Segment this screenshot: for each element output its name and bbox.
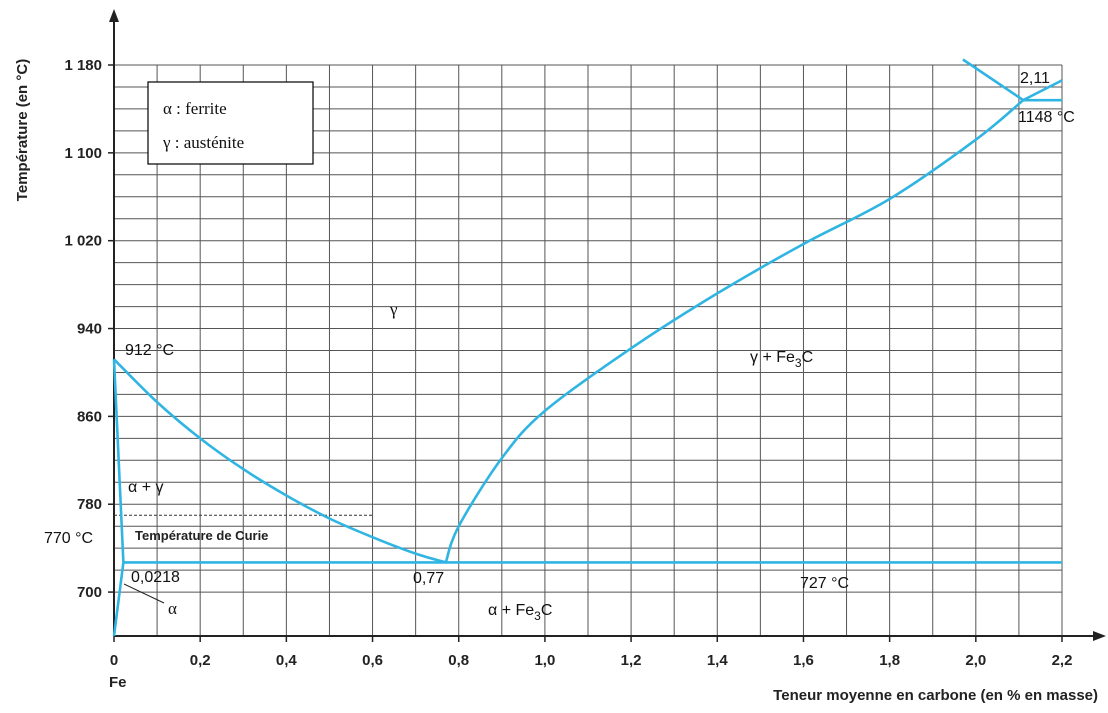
y-tick-label: 1 180 (64, 57, 102, 74)
phase-boundary-line (1022, 79, 1063, 102)
x-tick-label: 0,8 (448, 652, 469, 669)
x-tick-label: 1,4 (707, 652, 729, 669)
alpha-pointer-line (123, 583, 165, 604)
x-axis-arrow (1093, 631, 1106, 641)
x-tick-label: 0,4 (276, 652, 298, 669)
label-gamma-fe3c: γ + Fe3C (750, 349, 813, 370)
label-gamma: γ (389, 300, 398, 319)
x-tick-label: 2,2 (1052, 652, 1073, 669)
label-alpha: α (168, 599, 177, 618)
phase-boundary-line (444, 99, 1025, 563)
label-211: 2,11 (1020, 70, 1050, 87)
grid (114, 64, 1063, 636)
label-770: 770 °C (44, 530, 93, 547)
x-tick-label: 1,0 (534, 652, 555, 669)
phase-boundary-line (113, 358, 447, 564)
x-origin-label: Fe (109, 674, 127, 691)
x-axis-title: Teneur moyenne en carbone (en % en masse… (773, 687, 1098, 704)
phase-boundary-line (112, 359, 125, 563)
legend: α : ferrite γ : austénite (147, 81, 314, 165)
y-tick-label: 1 020 (64, 233, 102, 250)
x-tick-label: 1,8 (879, 652, 900, 669)
legend-box (147, 81, 314, 165)
x-tick-label: 1,2 (621, 652, 642, 669)
y-tick-label: 940 (77, 321, 102, 338)
label-727: 727 °C (800, 575, 849, 592)
y-axis-arrow (109, 9, 119, 22)
label-0218: 0,0218 (131, 569, 180, 586)
label-1148: 1148 °C (1018, 109, 1075, 126)
y-tick-label: 700 (77, 584, 102, 601)
x-tick-label: 0,6 (362, 652, 383, 669)
y-axis-title: Température (en °C) (14, 59, 31, 201)
legend-entry-austenite: γ : austénite (162, 133, 244, 152)
x-tick-labels: 0 0,2 0,4 0,6 0,8 1,0 1,2 1,4 1,6 1,8 2,0 2,2 (110, 636, 1073, 669)
label-077: 0,77 (413, 570, 444, 587)
legend-entry-ferrite: α : ferrite (163, 99, 227, 118)
x-tick-label: 1,6 (793, 652, 814, 669)
x-tick-label: 0 (110, 652, 118, 669)
y-tick-labels: 700 780 860 940 1 020 1 100 1 180 (64, 57, 114, 601)
phase-boundary-line (962, 58, 1024, 102)
y-tick-label: 780 (77, 496, 102, 513)
x-tick-label: 2,0 (965, 652, 986, 669)
label-alpha-gamma: α + γ (128, 479, 163, 496)
phase-curves (112, 58, 1063, 637)
phase-boundary-line (112, 562, 125, 637)
label-curie: Température de Curie (135, 528, 268, 543)
label-912: 912 °C (125, 342, 174, 359)
label-alpha-fe3c: α + Fe3C (488, 602, 552, 623)
y-tick-label: 1 100 (64, 145, 102, 162)
x-tick-label: 0,2 (190, 652, 211, 669)
y-tick-label: 860 (77, 408, 102, 425)
